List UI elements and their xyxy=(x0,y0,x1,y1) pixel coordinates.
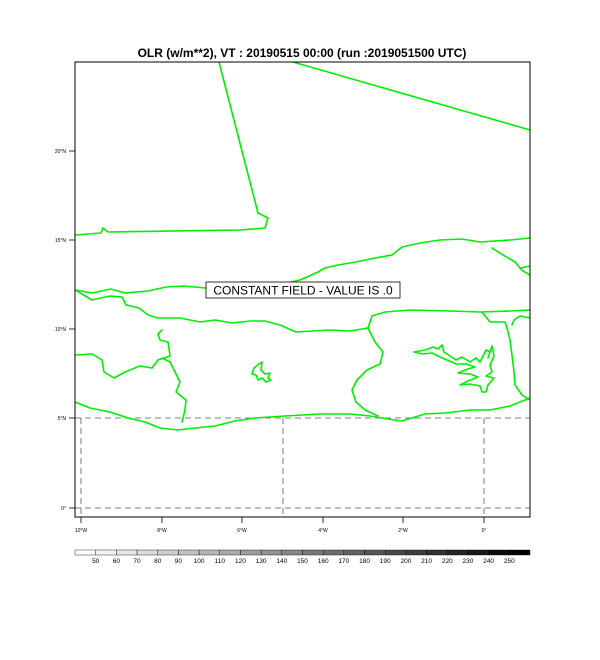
colorbar: 50 60 70 80 90 100 110 120 130 140 150 160 170 180 190… xyxy=(74,549,531,565)
colorbar-label: 170 xyxy=(338,558,349,565)
border-guinea-senegal xyxy=(75,289,369,333)
colorbar-label: 150 xyxy=(297,558,308,565)
colorbar-label: 160 xyxy=(318,558,329,565)
colorbar-label: 210 xyxy=(421,558,432,565)
colorbar-label: 230 xyxy=(463,558,474,565)
colorbar-cell xyxy=(219,549,241,556)
y-tick-0: 0° xyxy=(61,506,66,512)
colorbar-cell xyxy=(385,549,407,556)
x-tick-4w: 4°W xyxy=(318,528,328,534)
colorbar-cell xyxy=(74,549,96,556)
colorbar-cell xyxy=(178,549,200,556)
colorbar-label: 140 xyxy=(276,558,287,565)
colorbar-cell xyxy=(447,549,469,556)
border-mali-mauritania xyxy=(75,62,269,236)
border-mali-algeria xyxy=(292,62,530,131)
colorbar-cell xyxy=(467,549,489,556)
coastline-south xyxy=(75,397,530,431)
y-tick-5n: 5°N xyxy=(58,416,67,422)
colorbar-cell xyxy=(364,549,386,556)
colorbar-cell xyxy=(240,549,262,556)
x-tick-6w: 6°W xyxy=(237,528,247,534)
colorbar-label: 180 xyxy=(359,558,370,565)
border-burkina-ghana xyxy=(367,309,530,329)
colorbar-cell xyxy=(281,549,303,556)
border-togo xyxy=(481,311,530,401)
colorbar-label: 200 xyxy=(400,558,411,565)
constant-field-annotation: CONSTANT FIELD - VALUE IS .0 xyxy=(205,281,401,299)
colorbar-cell xyxy=(488,549,510,556)
y-tick-15n: 15°N xyxy=(55,238,67,244)
colorbar-cell xyxy=(260,549,283,556)
colorbar-label: 190 xyxy=(380,558,391,565)
colorbar-cell xyxy=(405,549,427,556)
colorbar-cell xyxy=(426,549,448,556)
border-niger-notch xyxy=(519,267,530,276)
border-benin xyxy=(511,315,530,326)
border-niger-north xyxy=(75,237,530,294)
y-tick-10n: 10°N xyxy=(55,327,67,333)
coastlines xyxy=(75,62,530,431)
x-tick-10w: 10°W xyxy=(75,528,88,534)
colorbar-label: 80 xyxy=(154,558,162,565)
border-liberia-ivory xyxy=(161,357,187,423)
y-tick-20n: 20°N xyxy=(55,149,67,155)
map-title: OLR (w/m**2), VT : 20190515 00:00 (run :… xyxy=(138,46,467,60)
colorbar-cell xyxy=(116,549,138,556)
map-area xyxy=(75,62,530,517)
annotation-text: CONSTANT FIELD - VALUE IS .0 xyxy=(213,284,393,298)
colorbar-label: 130 xyxy=(256,558,267,565)
colorbar-cell xyxy=(198,549,220,556)
border-niger-east xyxy=(491,247,530,269)
colorbar-label: 240 xyxy=(483,558,494,565)
colorbar-cell xyxy=(322,549,345,556)
colorbar-label: 120 xyxy=(235,558,246,565)
x-tick-8w: 8°W xyxy=(157,528,167,534)
colorbar-label: 50 xyxy=(92,558,100,565)
colorbar-cell xyxy=(343,549,365,556)
lake-kossou xyxy=(251,361,272,383)
x-tick-2w: 2°W xyxy=(398,528,408,534)
colorbar-cell xyxy=(95,549,117,556)
colorbar-cell xyxy=(136,549,158,556)
y-axis: 20°N 15°N 10°N 5°N 0° xyxy=(55,149,75,512)
colorbar-label: 70 xyxy=(133,558,141,565)
colorbar-label: 90 xyxy=(175,558,183,565)
colorbar-label: 250 xyxy=(504,558,515,565)
lake-volta xyxy=(413,344,495,393)
border-ghana-west xyxy=(351,327,384,417)
x-axis: 10°W 8°W 6°W 4°W 2°W 0° xyxy=(75,517,487,534)
colorbar-cell xyxy=(302,549,324,556)
colorbar-label: 110 xyxy=(215,558,226,565)
annotation-box xyxy=(205,281,401,299)
colorbar-label: 220 xyxy=(442,558,453,565)
colorbar-cell xyxy=(157,549,179,556)
x-tick-0: 0° xyxy=(482,528,487,534)
map-frame xyxy=(74,61,531,518)
colorbar-cell xyxy=(509,549,531,556)
border-guinea-liberia xyxy=(75,329,171,379)
colorbar-label: 60 xyxy=(113,558,121,565)
colorbar-label: 100 xyxy=(194,558,205,565)
